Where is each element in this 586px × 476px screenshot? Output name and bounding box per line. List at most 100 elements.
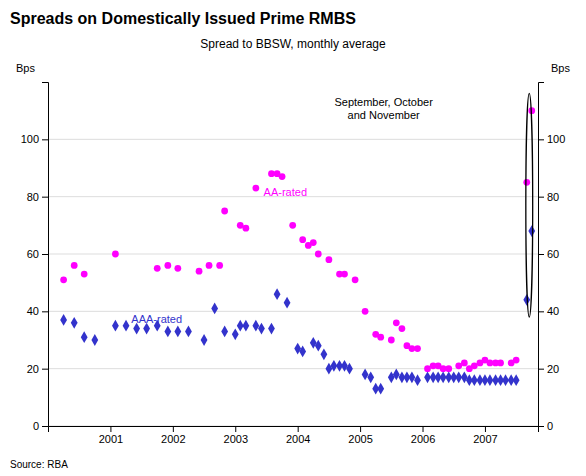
point — [352, 276, 359, 283]
point — [252, 320, 259, 332]
x-tick: 2007 — [473, 426, 497, 445]
y-tick-mark — [42, 426, 48, 427]
point — [232, 328, 239, 340]
y-axis-line — [42, 83, 49, 427]
point — [377, 334, 384, 341]
x-axis-line — [49, 427, 539, 433]
y-tick-mark — [42, 311, 48, 312]
grid-line — [48, 368, 538, 369]
y-tick-mark — [42, 139, 48, 140]
x-tick-label: 2001 — [99, 433, 123, 445]
y2-tick-label: 20 — [547, 363, 559, 375]
point — [310, 239, 317, 246]
y-tick-mark — [42, 254, 48, 255]
point — [185, 326, 192, 338]
point — [221, 208, 228, 215]
point — [164, 262, 171, 269]
y-tick-label: 100 — [21, 133, 39, 145]
point — [206, 262, 213, 269]
y-tick-mark — [42, 369, 48, 370]
y2-tick-mark — [538, 311, 544, 312]
x-tick-mark — [423, 426, 424, 432]
y-tick: 60 — [27, 248, 48, 260]
point — [409, 371, 416, 383]
point — [196, 268, 203, 275]
series-label: AAA-rated — [131, 313, 182, 325]
x-tick-label: 2002 — [161, 433, 185, 445]
y2-tick-mark — [538, 197, 544, 198]
y2-tick-mark — [538, 254, 544, 255]
point — [289, 222, 296, 229]
annotation: September, Octoberand November — [334, 96, 433, 121]
point — [377, 383, 384, 395]
point — [414, 374, 421, 386]
y-axis: 020406080100 — [21, 83, 49, 433]
y-tick-label: 0 — [33, 420, 39, 432]
point — [252, 185, 259, 192]
y-tick: 80 — [27, 191, 48, 203]
y2-tick: 80 — [538, 191, 559, 203]
point — [174, 265, 181, 272]
point — [445, 365, 452, 372]
y2-tick-label: 60 — [547, 248, 559, 260]
point — [388, 337, 395, 344]
point — [112, 320, 119, 332]
source: Source: RBA — [10, 459, 68, 470]
point — [216, 262, 223, 269]
chart: Spreads on Domestically Issued Prime RMB… — [0, 0, 586, 476]
point — [528, 225, 535, 237]
point — [60, 314, 67, 326]
x-axis: 2001 2002 2003 2004 2005 2006 2007 — [49, 426, 539, 445]
grid — [48, 139, 538, 426]
y2-tick-mark — [538, 139, 544, 140]
point — [299, 346, 306, 358]
y-tick: 0 — [33, 420, 48, 432]
x-tick: 2005 — [348, 426, 372, 445]
y2-tick: 20 — [538, 363, 559, 375]
x-tick-mark — [235, 426, 236, 432]
x-tick-label: 2007 — [473, 433, 497, 445]
point — [258, 323, 265, 335]
point — [211, 303, 218, 315]
point — [362, 308, 369, 315]
point — [174, 326, 181, 338]
point — [274, 288, 281, 300]
y-tick: 40 — [27, 305, 48, 317]
point — [201, 334, 208, 346]
y2-tick: 40 — [538, 305, 559, 317]
point — [123, 320, 130, 332]
point — [242, 225, 249, 232]
x-tick-label: 2003 — [224, 433, 248, 445]
point — [346, 363, 353, 375]
point — [112, 251, 119, 258]
point — [60, 276, 67, 283]
point — [81, 271, 88, 278]
x-tick-mark — [173, 426, 174, 432]
point — [393, 319, 400, 326]
y2-tick-label: 40 — [547, 305, 559, 317]
point — [164, 326, 171, 338]
x-tick-mark — [298, 426, 299, 432]
x-tick-label: 2005 — [348, 433, 372, 445]
point — [321, 348, 328, 360]
point — [71, 262, 78, 269]
subtitle: Spread to BBSW, monthly average — [200, 37, 386, 51]
marks — [60, 107, 535, 394]
x-tick: 2006 — [411, 426, 435, 445]
y-tick-label: 40 — [27, 305, 39, 317]
x-tick-mark — [485, 426, 486, 432]
y2-tick-label: 0 — [547, 420, 553, 432]
y-axis-title: Bps — [16, 62, 35, 74]
x-tick-mark — [110, 426, 111, 432]
y-tick-label: 60 — [27, 248, 39, 260]
y2-tick-mark — [538, 426, 544, 427]
x-tick: 2004 — [286, 426, 310, 445]
x-tick: 2003 — [224, 426, 248, 445]
ellipse — [526, 93, 533, 317]
grid-line — [48, 254, 538, 255]
point — [414, 345, 421, 352]
point — [71, 317, 78, 329]
y2-axis-line — [539, 83, 545, 427]
point — [362, 369, 369, 381]
x-tick-mark — [360, 426, 361, 432]
